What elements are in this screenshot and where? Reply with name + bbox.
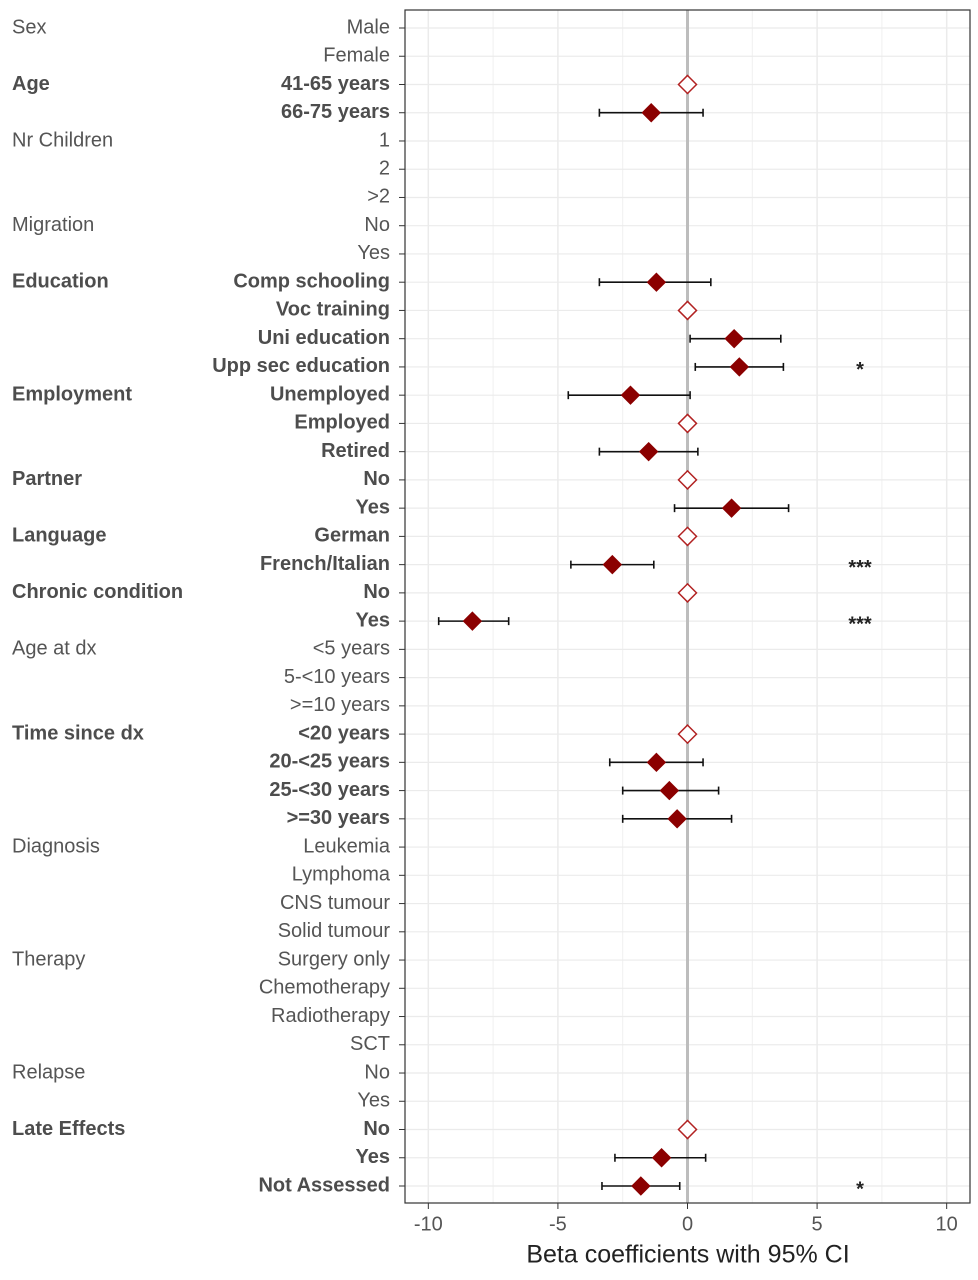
group-label: Migration — [12, 214, 94, 236]
y-tick-label: No — [363, 468, 390, 490]
y-tick-label: Lymphoma — [292, 864, 391, 886]
y-tick-label: Solid tumour — [278, 920, 391, 942]
estimate-marker — [462, 611, 483, 631]
estimate-marker — [724, 328, 744, 349]
group-label: Therapy — [12, 948, 85, 970]
y-tick-label: <5 years — [313, 638, 390, 660]
y-tick-label: Radiotherapy — [271, 1005, 390, 1027]
x-tick-label: -10 — [414, 1213, 443, 1235]
reference-marker — [677, 1119, 698, 1140]
group-label: Employment — [12, 383, 132, 405]
x-tick-label: -5 — [549, 1213, 567, 1235]
y-tick-label: No — [363, 1118, 390, 1140]
y-tick-label: Unemployed — [270, 383, 390, 405]
y-tick-label: >=10 years — [290, 694, 390, 716]
estimate-marker — [646, 272, 667, 292]
group-label: Nr Children — [12, 129, 113, 151]
group-label: Chronic condition — [12, 581, 183, 603]
y-tick-label: Female — [323, 45, 390, 67]
group-label: Time since dx — [12, 722, 144, 744]
reference-marker — [677, 300, 698, 321]
y-tick-label: SCT — [350, 1033, 390, 1055]
y-tick-label: 5-<10 years — [284, 666, 390, 688]
estimate-marker — [667, 809, 687, 829]
y-tick-label: Leukemia — [303, 835, 391, 857]
y-tick-label: <20 years — [298, 722, 390, 744]
reference-marker — [677, 582, 698, 603]
y-tick-label: 2 — [379, 158, 390, 180]
estimate-marker — [638, 441, 659, 462]
x-axis-label: Beta coefficients with 95% CI — [526, 1241, 849, 1269]
y-tick-label: Yes — [356, 1146, 390, 1168]
group-label: Age at dx — [12, 638, 97, 660]
group-label: Age — [12, 73, 50, 95]
y-tick-label: CNS tumour — [280, 892, 390, 914]
x-tick-label: 10 — [936, 1213, 958, 1235]
y-tick-label: Employed — [294, 412, 390, 434]
significance: * — [856, 1178, 864, 1200]
y-tick-label: Yes — [357, 242, 390, 264]
y-tick-label: German — [314, 525, 390, 547]
y-tick-label: Yes — [356, 609, 390, 631]
estimate-marker — [602, 554, 623, 575]
y-tick-label: 1 — [379, 129, 390, 151]
significance: *** — [848, 557, 872, 579]
y-tick-label: No — [364, 1061, 390, 1083]
y-tick-label: Male — [347, 16, 390, 38]
y-tick-label: Yes — [357, 1090, 390, 1112]
x-tick-label: 5 — [812, 1213, 823, 1235]
y-tick-label: Comp schooling — [233, 270, 390, 292]
group-label: Late Effects — [12, 1118, 125, 1140]
group-label: Relapse — [12, 1061, 85, 1083]
group-label: Partner — [12, 468, 82, 490]
estimate-marker — [729, 357, 750, 377]
group-label: Sex — [12, 16, 46, 38]
x-tick-label: 0 — [682, 1213, 693, 1235]
y-tick-label: French/Italian — [260, 553, 390, 575]
reference-marker — [677, 74, 698, 95]
y-tick-label: Uni education — [258, 327, 390, 349]
estimate-marker — [620, 385, 641, 405]
y-tick-label: 41-65 years — [281, 73, 390, 95]
estimate-marker — [721, 498, 742, 518]
reference-marker — [677, 724, 698, 745]
y-tick-label: 20-<25 years — [269, 751, 390, 773]
reference-marker — [677, 526, 698, 547]
estimate-marker — [659, 780, 680, 801]
estimate-marker — [641, 103, 661, 123]
y-tick-label: No — [363, 581, 390, 603]
y-tick-label: Yes — [356, 496, 390, 518]
reference-marker — [677, 413, 698, 434]
significance: * — [856, 359, 864, 381]
y-tick-label: Retired — [321, 440, 390, 462]
y-tick-label: Upp sec education — [212, 355, 390, 377]
significance: *** — [848, 613, 872, 635]
group-label: Diagnosis — [12, 835, 100, 857]
y-tick-label: Not Assessed — [258, 1174, 390, 1196]
y-tick-label: >2 — [367, 186, 390, 208]
estimate-marker — [646, 752, 667, 773]
y-tick-label: 66-75 years — [281, 101, 390, 123]
y-tick-label: >=30 years — [287, 807, 390, 829]
y-tick-label: Chemotherapy — [259, 977, 390, 999]
estimate-marker — [631, 1176, 651, 1196]
y-tick-label: No — [364, 214, 390, 236]
group-label: Language — [12, 525, 106, 547]
y-tick-label: Surgery only — [278, 948, 390, 970]
reference-marker — [677, 469, 698, 490]
y-tick-label: 25-<30 years — [269, 779, 390, 801]
estimate-marker — [651, 1148, 672, 1168]
y-tick-label: Voc training — [276, 299, 390, 321]
group-label: Education — [12, 270, 109, 292]
